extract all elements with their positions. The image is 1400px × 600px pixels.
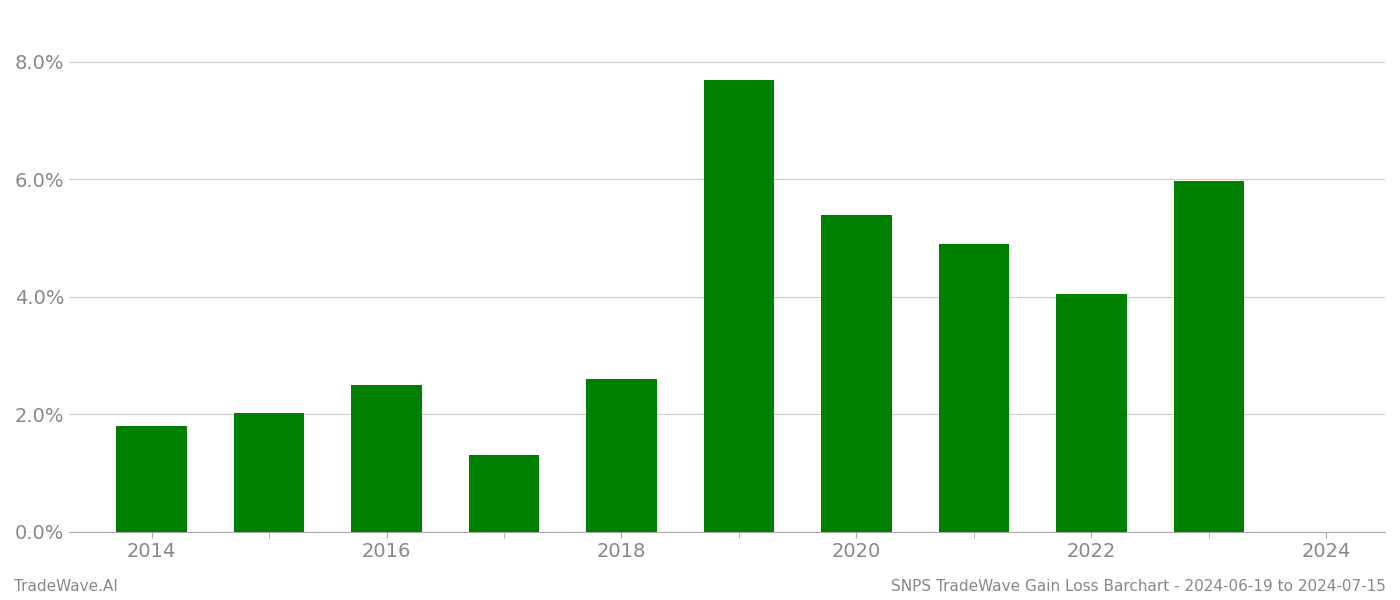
Bar <box>704 80 774 532</box>
Bar <box>351 385 421 532</box>
Bar <box>938 244 1009 532</box>
Bar <box>116 426 186 532</box>
Bar <box>469 455 539 532</box>
Bar <box>234 413 304 532</box>
Bar <box>1056 294 1127 532</box>
Text: TradeWave.AI: TradeWave.AI <box>14 579 118 594</box>
Bar <box>822 215 892 532</box>
Text: SNPS TradeWave Gain Loss Barchart - 2024-06-19 to 2024-07-15: SNPS TradeWave Gain Loss Barchart - 2024… <box>892 579 1386 594</box>
Bar <box>1173 181 1245 532</box>
Bar <box>587 379 657 532</box>
